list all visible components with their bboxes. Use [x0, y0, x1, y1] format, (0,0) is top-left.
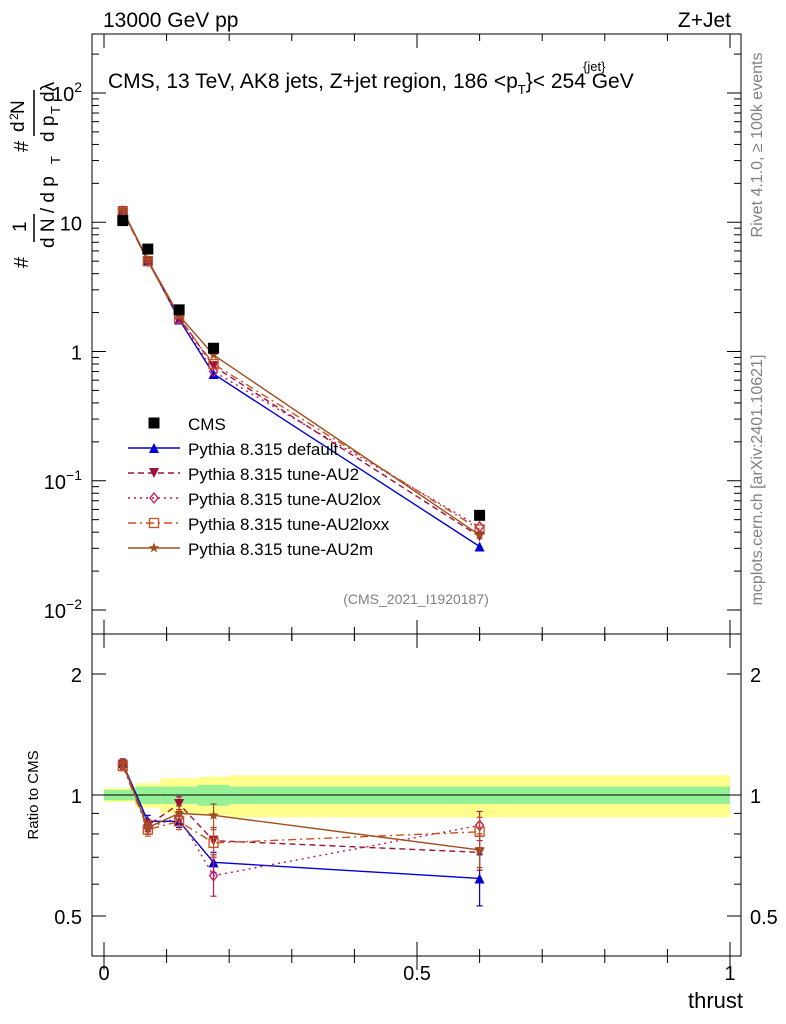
lower-y-tick-label-left: 0.5 [54, 907, 82, 929]
svg-text:dλ: dλ [38, 81, 59, 102]
legend-marker-series-0 [149, 443, 159, 453]
rivet-version-label: Rivet 4.1.0, ≥ 100k events [749, 53, 766, 238]
upper-y-tick-label: 10−1 [44, 467, 82, 494]
main-title: CMS, 13 TeV, AK8 jets, Z+jet region, 186… [108, 59, 634, 97]
series-2-ratio-point [208, 869, 219, 882]
cms-data-point [173, 304, 185, 316]
x-tick-label: 1 [724, 963, 735, 985]
series-4-point [117, 204, 128, 215]
lower-y-ticks: 0.5 0.5 1 1 2 2 [54, 665, 778, 929]
legend-label-series-1: Pythia 8.315 tune-AU2 [188, 465, 359, 484]
svg-text:1: 1 [10, 221, 31, 232]
cms-data-point [474, 509, 486, 521]
upper-series-layer [117, 204, 485, 552]
upper-y-axis-title: # 1 d N / d p T # d 2 N d p T dλ [7, 81, 63, 268]
mcplots-label: mcplots.cern.ch [arXiv:2401.10621] [749, 355, 766, 606]
series-4-line [122, 209, 480, 536]
x-axis-title: thrust [688, 988, 743, 1013]
upper-y-tick-label: 1 [71, 343, 82, 365]
svg-text:d p: d p [38, 116, 59, 142]
lower-y-tick-label-right: 2 [750, 665, 761, 687]
legend-label-series-2: Pythia 8.315 tune-AU2lox [188, 490, 381, 509]
upper-y-tick-label: 10−2 [44, 596, 82, 623]
series-4-point [208, 349, 219, 360]
series-4-ratio-point [173, 807, 185, 818]
legend-marker-series-3 [148, 517, 160, 529]
svg-text:d: d [8, 121, 29, 132]
legend-marker-series-2 [149, 491, 159, 505]
legend-marker-series-1 [149, 468, 159, 478]
series-1-line [122, 210, 480, 538]
energy-label: 13000 GeV pp [103, 9, 238, 32]
x-ticks: 0 0.5 1 [98, 34, 736, 985]
cms-data-point [208, 342, 220, 354]
lower-y-tick-label-left: 1 [71, 786, 82, 808]
legend-marker-cms [148, 417, 160, 429]
series-3-ratio-point [208, 837, 219, 849]
cms-data-point [117, 215, 129, 227]
svg-text:#: # [11, 256, 33, 268]
lower-y-tick-label-right: 1 [750, 786, 761, 808]
series-2-ratio-line [122, 764, 480, 877]
series-4-ratio-point [117, 757, 128, 768]
series-0-ratio-point [474, 873, 485, 884]
legend-marker-series-4 [148, 542, 160, 553]
svg-text:T: T [48, 156, 63, 164]
ratio-series-layer [117, 757, 485, 907]
lower-y-axis-title: Ratio to CMS [25, 750, 42, 839]
analysis-id-label: (CMS_2021_I1920187) [343, 591, 489, 607]
svg-text:d N / d p: d N / d p [38, 176, 59, 248]
upper-y-tick-label: 102 [52, 79, 82, 106]
series-4-ratio-point [208, 809, 219, 820]
x-tick-label: 0 [98, 963, 109, 985]
series-0-point [474, 541, 485, 552]
lower-y-tick-label-right: 0.5 [750, 907, 778, 929]
svg-text:#: # [11, 140, 33, 152]
legend-label-cms: CMS [188, 415, 226, 434]
legend-label-series-0: Pythia 8.315 default [188, 440, 339, 459]
lower-y-tick-label-left: 2 [71, 665, 82, 687]
main-title-text: CMS, 13 TeV, AK8 jets, Z+jet region, 186… [108, 70, 634, 97]
series-1-ratio-point [174, 798, 185, 809]
svg-text:N: N [8, 100, 29, 114]
series-3-point [208, 358, 219, 370]
main-title-superscript: {jet} [583, 59, 606, 74]
process-label: Z+Jet [678, 9, 731, 32]
legend-label-series-4: Pythia 8.315 tune-AU2m [188, 540, 373, 559]
x-tick-label: 0.5 [403, 963, 431, 985]
series-4-point [474, 529, 485, 540]
series-4-point [142, 254, 154, 265]
series-0-point [208, 368, 219, 379]
cms-data-point [142, 243, 154, 255]
svg-text:2: 2 [7, 113, 21, 120]
legend-label-series-3: Pythia 8.315 tune-AU2loxx [188, 515, 390, 534]
series-4-ratio-point [142, 822, 154, 832]
series-4-ratio-point [474, 844, 485, 855]
cms-data-points [117, 215, 486, 521]
svg-text:T: T [48, 106, 63, 114]
series-2-point [208, 365, 219, 378]
upper-y-ticks: 10−2 10−1 1 10 102 [44, 53, 741, 623]
upper-y-tick-label: 10 [60, 213, 82, 235]
legend: CMS Pythia 8.315 default Pythia 8.315 tune… [128, 415, 390, 559]
